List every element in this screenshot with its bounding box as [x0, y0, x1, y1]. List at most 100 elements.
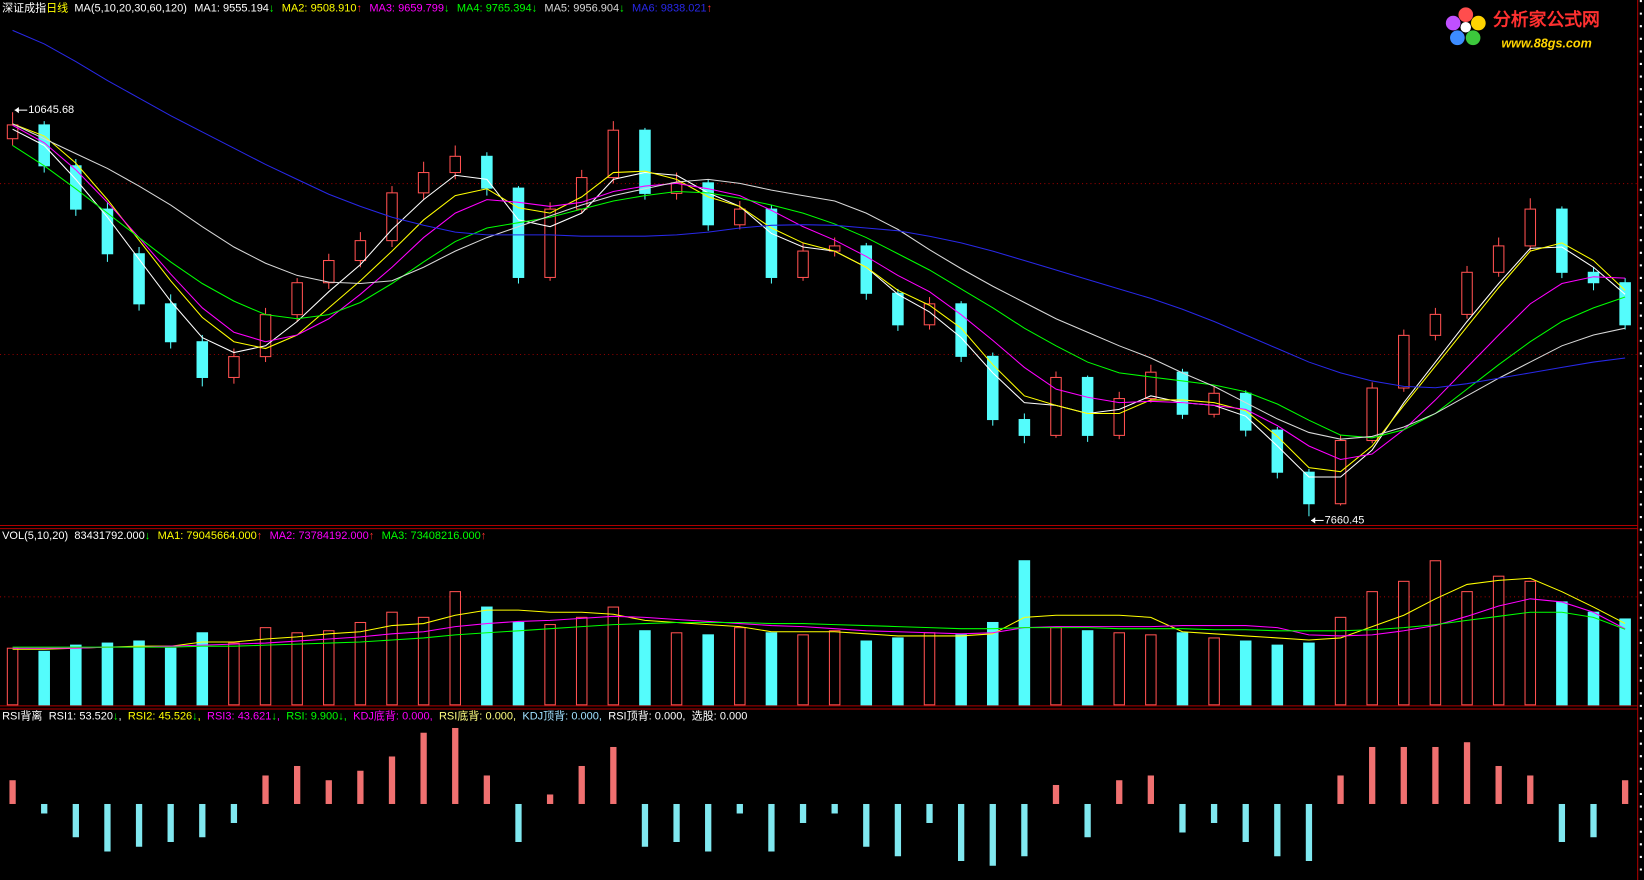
candle-body: [512, 187, 525, 278]
header-item: 53.520: [79, 710, 113, 722]
divergence-bar: [894, 803, 902, 857]
divergence-bar: [1116, 780, 1123, 804]
volume-bar: [1334, 616, 1347, 706]
header-item: 0.000: [655, 710, 683, 722]
logo-center: [1460, 22, 1472, 33]
divergence-bar: [610, 746, 617, 804]
logo-title: 分析家公式网: [1493, 9, 1600, 30]
divergence-bar: [1400, 746, 1407, 804]
header-item: MA6:: [632, 2, 658, 14]
divergence-bar: [1527, 775, 1534, 804]
divergence-bar: [1590, 803, 1597, 838]
header-item: 73408216.000: [410, 530, 480, 542]
divergence-bar: [863, 803, 870, 847]
volume-bar: [101, 642, 114, 706]
divergence-bar: [72, 803, 79, 838]
header-item: MA2:: [270, 530, 296, 542]
volume-bar: [1145, 634, 1157, 706]
header-item: 9765.394: [486, 2, 532, 14]
divergence-bar: [673, 803, 680, 842]
candle-body: [70, 165, 82, 210]
header-item: 深证成指: [2, 0, 46, 14]
extreme-label: 10645.68: [28, 104, 74, 116]
panel-header: RSI背离 RSI1: 53.520↓, RSI2: 45.526↓, RSI3: 43.6…: [2, 708, 747, 722]
divergence-bar: [104, 803, 111, 852]
volume-bar: [892, 637, 904, 706]
candle-body: [955, 303, 967, 357]
divergence-bar: [167, 803, 174, 842]
header-item: ,: [277, 710, 280, 722]
header-item: 9555.194: [223, 2, 269, 14]
volume-bar: [70, 644, 82, 706]
volume-bar: [481, 606, 493, 706]
volume-bar: [955, 634, 967, 706]
volume-bar: [1113, 632, 1125, 706]
panel-header: 深证成指日线 MA(5,10,20,30,60,120) MA1: 9555.194↓…: [2, 0, 712, 14]
volume-bar: [1398, 580, 1410, 706]
candle-body: [1303, 471, 1315, 505]
header-item: MA1:: [158, 530, 184, 542]
header-item: RSI:: [286, 710, 307, 722]
divergence-bar: [989, 803, 996, 866]
volume-bar: [765, 632, 778, 706]
header-item: VOL(5,10,20): [2, 530, 68, 542]
annotation-arrowhead: [1311, 517, 1316, 524]
header-item: ,: [430, 710, 433, 722]
candle-body: [892, 292, 904, 326]
candle-body: [417, 172, 430, 194]
candle-body: [765, 208, 778, 278]
volume-bar: [323, 630, 335, 706]
divergence-bar: [1432, 746, 1439, 804]
divergence-bar: [357, 770, 364, 804]
header-item: MA3:: [382, 530, 408, 542]
header-item: MA(5,10,20,30,60,120): [74, 2, 187, 14]
divergence-bar: [1337, 775, 1344, 804]
divergence-bar: [294, 765, 301, 804]
header-item: MA1:: [194, 2, 220, 14]
volume-bar: [38, 650, 50, 706]
candle-body: [1145, 371, 1157, 400]
logo-url: www.88gs.com: [1501, 36, 1591, 50]
volume-bar: [449, 591, 462, 706]
divergence-bar: [831, 803, 838, 814]
header-item: ,: [599, 710, 602, 722]
volume-bar: [512, 621, 525, 706]
candle-body: [1524, 208, 1537, 247]
header-item: RSI3:: [207, 710, 235, 722]
volume-bar: [164, 647, 177, 706]
candle-body: [101, 208, 114, 255]
volume-bar: [797, 634, 809, 706]
volume-bar: [1556, 601, 1568, 706]
ma-line: [12, 128, 1626, 478]
header-item: 0.000: [720, 710, 748, 722]
divergence-bar: [325, 780, 332, 804]
candle-body: [1619, 282, 1631, 326]
volume-bar: [923, 632, 936, 706]
candle-body: [544, 208, 556, 278]
volume-bar: [544, 624, 556, 706]
header-item: ↓: [444, 2, 449, 14]
volume-bar: [1587, 611, 1600, 706]
header-item: RSI底背:: [439, 708, 482, 722]
divergence-bar: [1463, 742, 1471, 804]
header-item: 0.000: [571, 710, 599, 722]
candle-body: [133, 253, 145, 305]
divergence-bar: [1621, 780, 1629, 804]
volume-bar: [575, 616, 588, 706]
volume-bar: [607, 606, 620, 706]
candle-body: [860, 245, 873, 294]
candle-body: [164, 303, 177, 343]
volume-bar: [1524, 580, 1537, 706]
header-item: 43.621: [238, 710, 272, 722]
volume-bar: [860, 640, 873, 706]
candle-body: [1081, 376, 1094, 436]
divergence-bar: [799, 803, 807, 823]
header-item: ↑: [257, 530, 262, 542]
divergence-bar: [1052, 784, 1060, 804]
divergence-bar: [1495, 765, 1502, 804]
candle-body: [1113, 398, 1125, 436]
volume-bar: [196, 632, 209, 706]
divergence-bar: [199, 803, 206, 838]
candle-body: [607, 129, 620, 179]
